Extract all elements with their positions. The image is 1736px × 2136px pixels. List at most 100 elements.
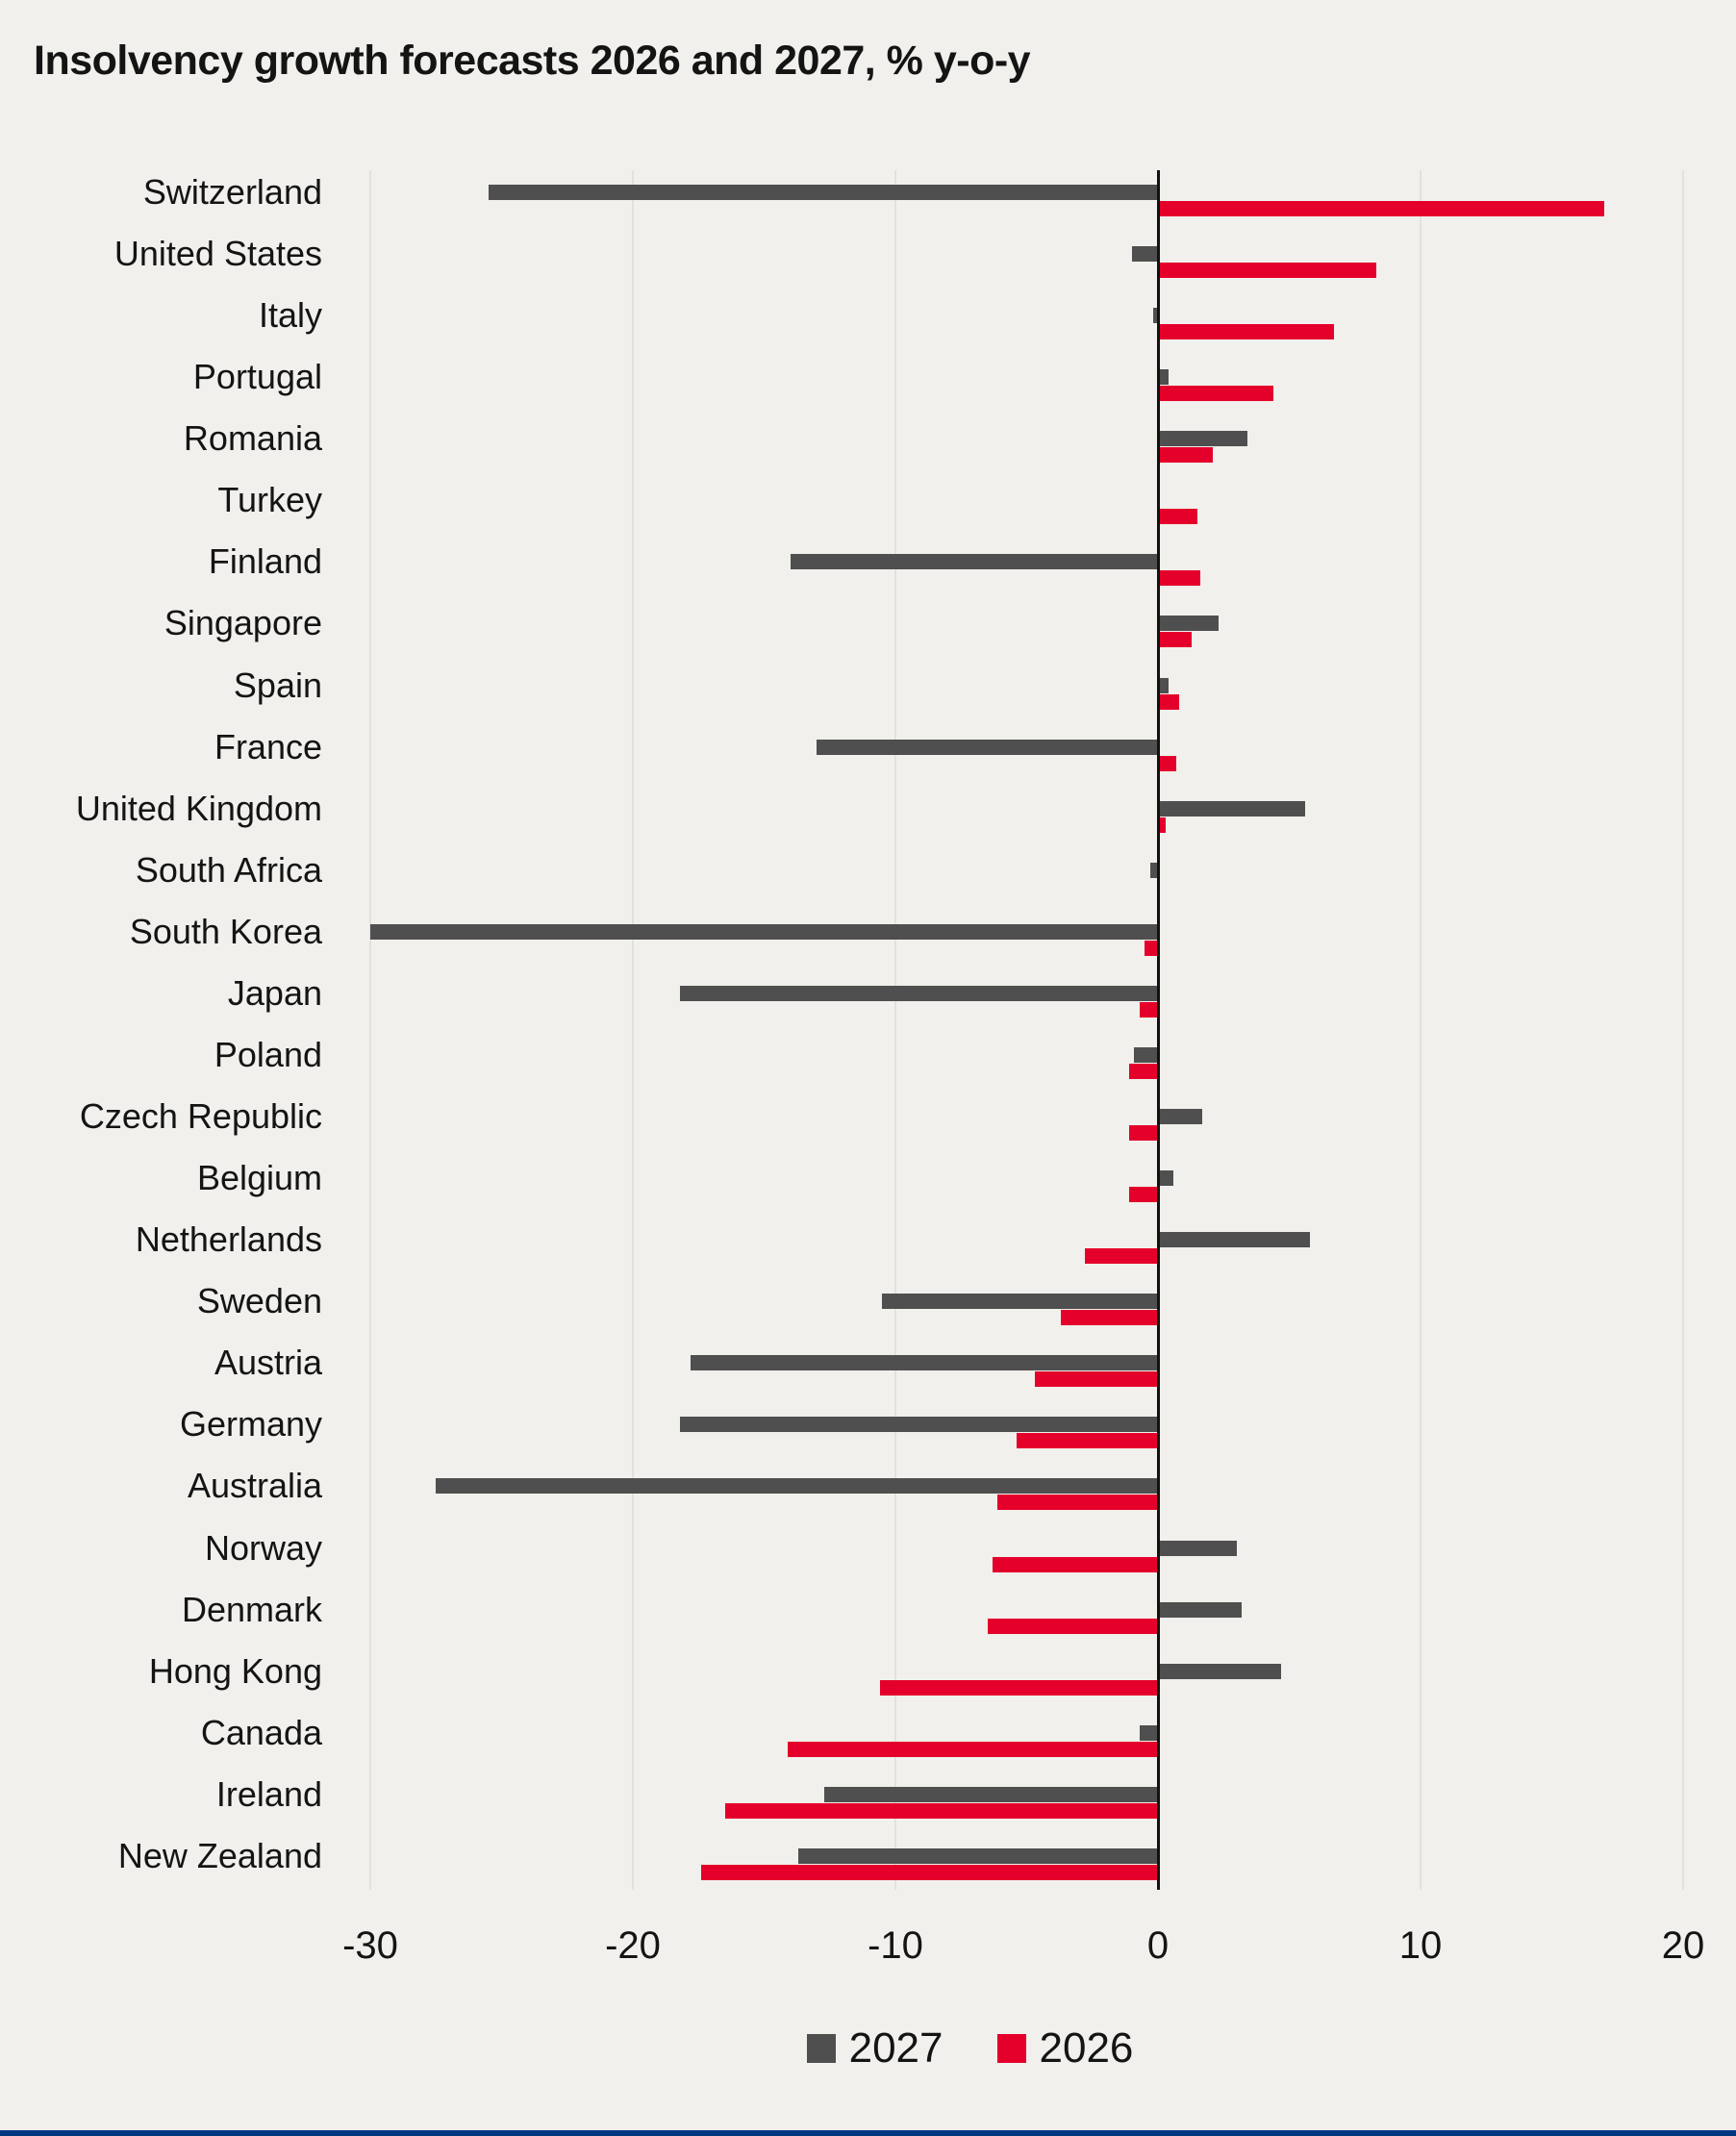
- category-label-belgium: Belgium: [196, 1158, 322, 1198]
- bar-2026-france: [1158, 755, 1177, 771]
- legend-label-2026: 2026: [1039, 2024, 1134, 2072]
- bar-2027-australia: [436, 1478, 1158, 1495]
- bar-2026-ireland: [724, 1802, 1158, 1819]
- bar-2026-czech-republic: [1128, 1125, 1158, 1142]
- bar-2027-germany: [680, 1417, 1158, 1433]
- category-label-south-africa: South Africa: [135, 849, 322, 890]
- bar-2027-japan: [680, 985, 1158, 1001]
- bar-2027-ireland: [824, 1786, 1158, 1802]
- bar-2027-belgium: [1158, 1170, 1174, 1187]
- category-label-germany: Germany: [179, 1404, 322, 1445]
- bar-2026-italy: [1158, 324, 1334, 340]
- bar-2026-australia: [997, 1495, 1158, 1511]
- bar-2026-hong-kong: [879, 1679, 1158, 1696]
- bar-2027-switzerland: [488, 185, 1158, 200]
- category-label-new-zealand: New Zealand: [117, 1835, 322, 1875]
- bar-2027-south-africa: [1149, 862, 1158, 878]
- category-label-italy: Italy: [258, 295, 322, 336]
- bar-2026-norway: [993, 1556, 1158, 1572]
- category-label-ireland: Ireland: [215, 1773, 322, 1814]
- category-label-poland: Poland: [214, 1034, 322, 1074]
- category-label-turkey: Turkey: [217, 480, 322, 520]
- bar-2026-denmark: [987, 1618, 1158, 1634]
- bar-2027-new-zealand: [797, 1847, 1158, 1864]
- chart-legend: 2027 2026: [0, 2025, 1736, 2072]
- bar-2026-romania: [1158, 447, 1214, 464]
- x-tick-label--20: -20: [605, 1924, 661, 1967]
- gridline--10: [894, 170, 896, 1890]
- gridline-20: [1682, 170, 1684, 1890]
- bar-2026-germany: [1016, 1433, 1158, 1449]
- bar-2026-finland: [1158, 570, 1200, 587]
- category-label-portugal: Portugal: [192, 357, 322, 397]
- gridline--30: [369, 170, 371, 1890]
- bar-2027-czech-republic: [1158, 1109, 1203, 1125]
- category-label-netherlands: Netherlands: [135, 1219, 322, 1260]
- bar-chart-plot: -30 -20 -10 0 10 20 Switzerland United States It…: [75, 170, 1705, 1967]
- bar-2027-italy: [1152, 308, 1158, 324]
- bar-2027-netherlands: [1158, 1232, 1311, 1248]
- category-label-france: France: [214, 726, 322, 766]
- category-label-austria: Austria: [214, 1343, 322, 1383]
- bar-2027-south-korea: [370, 923, 1158, 940]
- category-label-sweden: Sweden: [196, 1281, 322, 1321]
- gridline-10: [1420, 170, 1422, 1890]
- bar-2026-poland: [1128, 1063, 1158, 1079]
- bar-2027-united-states: [1131, 246, 1158, 263]
- category-label-czech-republic: Czech Republic: [79, 1096, 322, 1137]
- x-tick-label--10: -10: [868, 1924, 923, 1967]
- category-label-japan: Japan: [227, 972, 322, 1013]
- bar-2027-united-kingdom: [1158, 800, 1305, 817]
- bar-2027-finland: [790, 554, 1158, 570]
- category-label-finland: Finland: [208, 541, 322, 582]
- category-label-romania: Romania: [183, 418, 322, 459]
- bar-2026-switzerland: [1158, 201, 1605, 216]
- bar-2027-denmark: [1158, 1601, 1243, 1618]
- bar-2026-canada: [788, 1741, 1158, 1757]
- bar-2026-belgium: [1128, 1187, 1158, 1203]
- bottom-accent-bar: [0, 2130, 1736, 2136]
- category-label-canada: Canada: [200, 1712, 322, 1752]
- bar-2027-sweden: [882, 1294, 1158, 1310]
- bar-2027-romania: [1158, 431, 1247, 447]
- bar-2026-south-korea: [1145, 940, 1158, 956]
- category-label-australia: Australia: [187, 1466, 322, 1506]
- chart-title: Insolvency growth forecasts 2026 and 202…: [34, 38, 1031, 84]
- legend-item-2027: 2027: [806, 2024, 943, 2072]
- bar-2026-netherlands: [1084, 1248, 1158, 1265]
- x-tick-label-0: 0: [1146, 1924, 1170, 1967]
- bar-2027-poland: [1134, 1046, 1158, 1063]
- category-label-spain: Spain: [233, 665, 322, 705]
- bar-2027-austria: [691, 1355, 1158, 1371]
- bar-2026-united-kingdom: [1158, 817, 1167, 833]
- bar-2027-hong-kong: [1158, 1663, 1282, 1679]
- category-label-hong-kong: Hong Kong: [148, 1650, 322, 1691]
- zero-axis-line: [1156, 170, 1160, 1890]
- category-label-united-states: United States: [113, 234, 322, 274]
- legend-label-2027: 2027: [848, 2024, 943, 2072]
- bar-2027-singapore: [1158, 616, 1219, 632]
- bar-2027-norway: [1158, 1540, 1237, 1556]
- bar-2026-portugal: [1158, 386, 1274, 402]
- category-label-norway: Norway: [204, 1527, 322, 1568]
- legend-swatch-2027: [806, 2034, 836, 2063]
- bar-2026-new-zealand: [700, 1864, 1158, 1880]
- category-label-denmark: Denmark: [181, 1589, 322, 1629]
- category-label-united-kingdom: United Kingdom: [75, 788, 322, 828]
- gridline--20: [632, 170, 634, 1890]
- category-label-south-korea: South Korea: [129, 911, 322, 951]
- bar-2026-austria: [1034, 1371, 1158, 1388]
- x-tick-label-20: 20: [1661, 1924, 1705, 1967]
- legend-swatch-2026: [996, 2034, 1026, 2063]
- bar-2026-united-states: [1158, 263, 1376, 279]
- bar-2027-france: [817, 739, 1158, 755]
- bar-2026-singapore: [1158, 632, 1193, 648]
- legend-item-2026: 2026: [996, 2024, 1134, 2072]
- x-tick-label-10: 10: [1398, 1924, 1443, 1967]
- bar-2027-spain: [1158, 677, 1169, 693]
- bar-2026-japan: [1139, 1001, 1158, 1018]
- bar-2027-portugal: [1158, 369, 1169, 386]
- bar-2027-canada: [1139, 1724, 1158, 1741]
- x-tick-label--30: -30: [342, 1924, 398, 1967]
